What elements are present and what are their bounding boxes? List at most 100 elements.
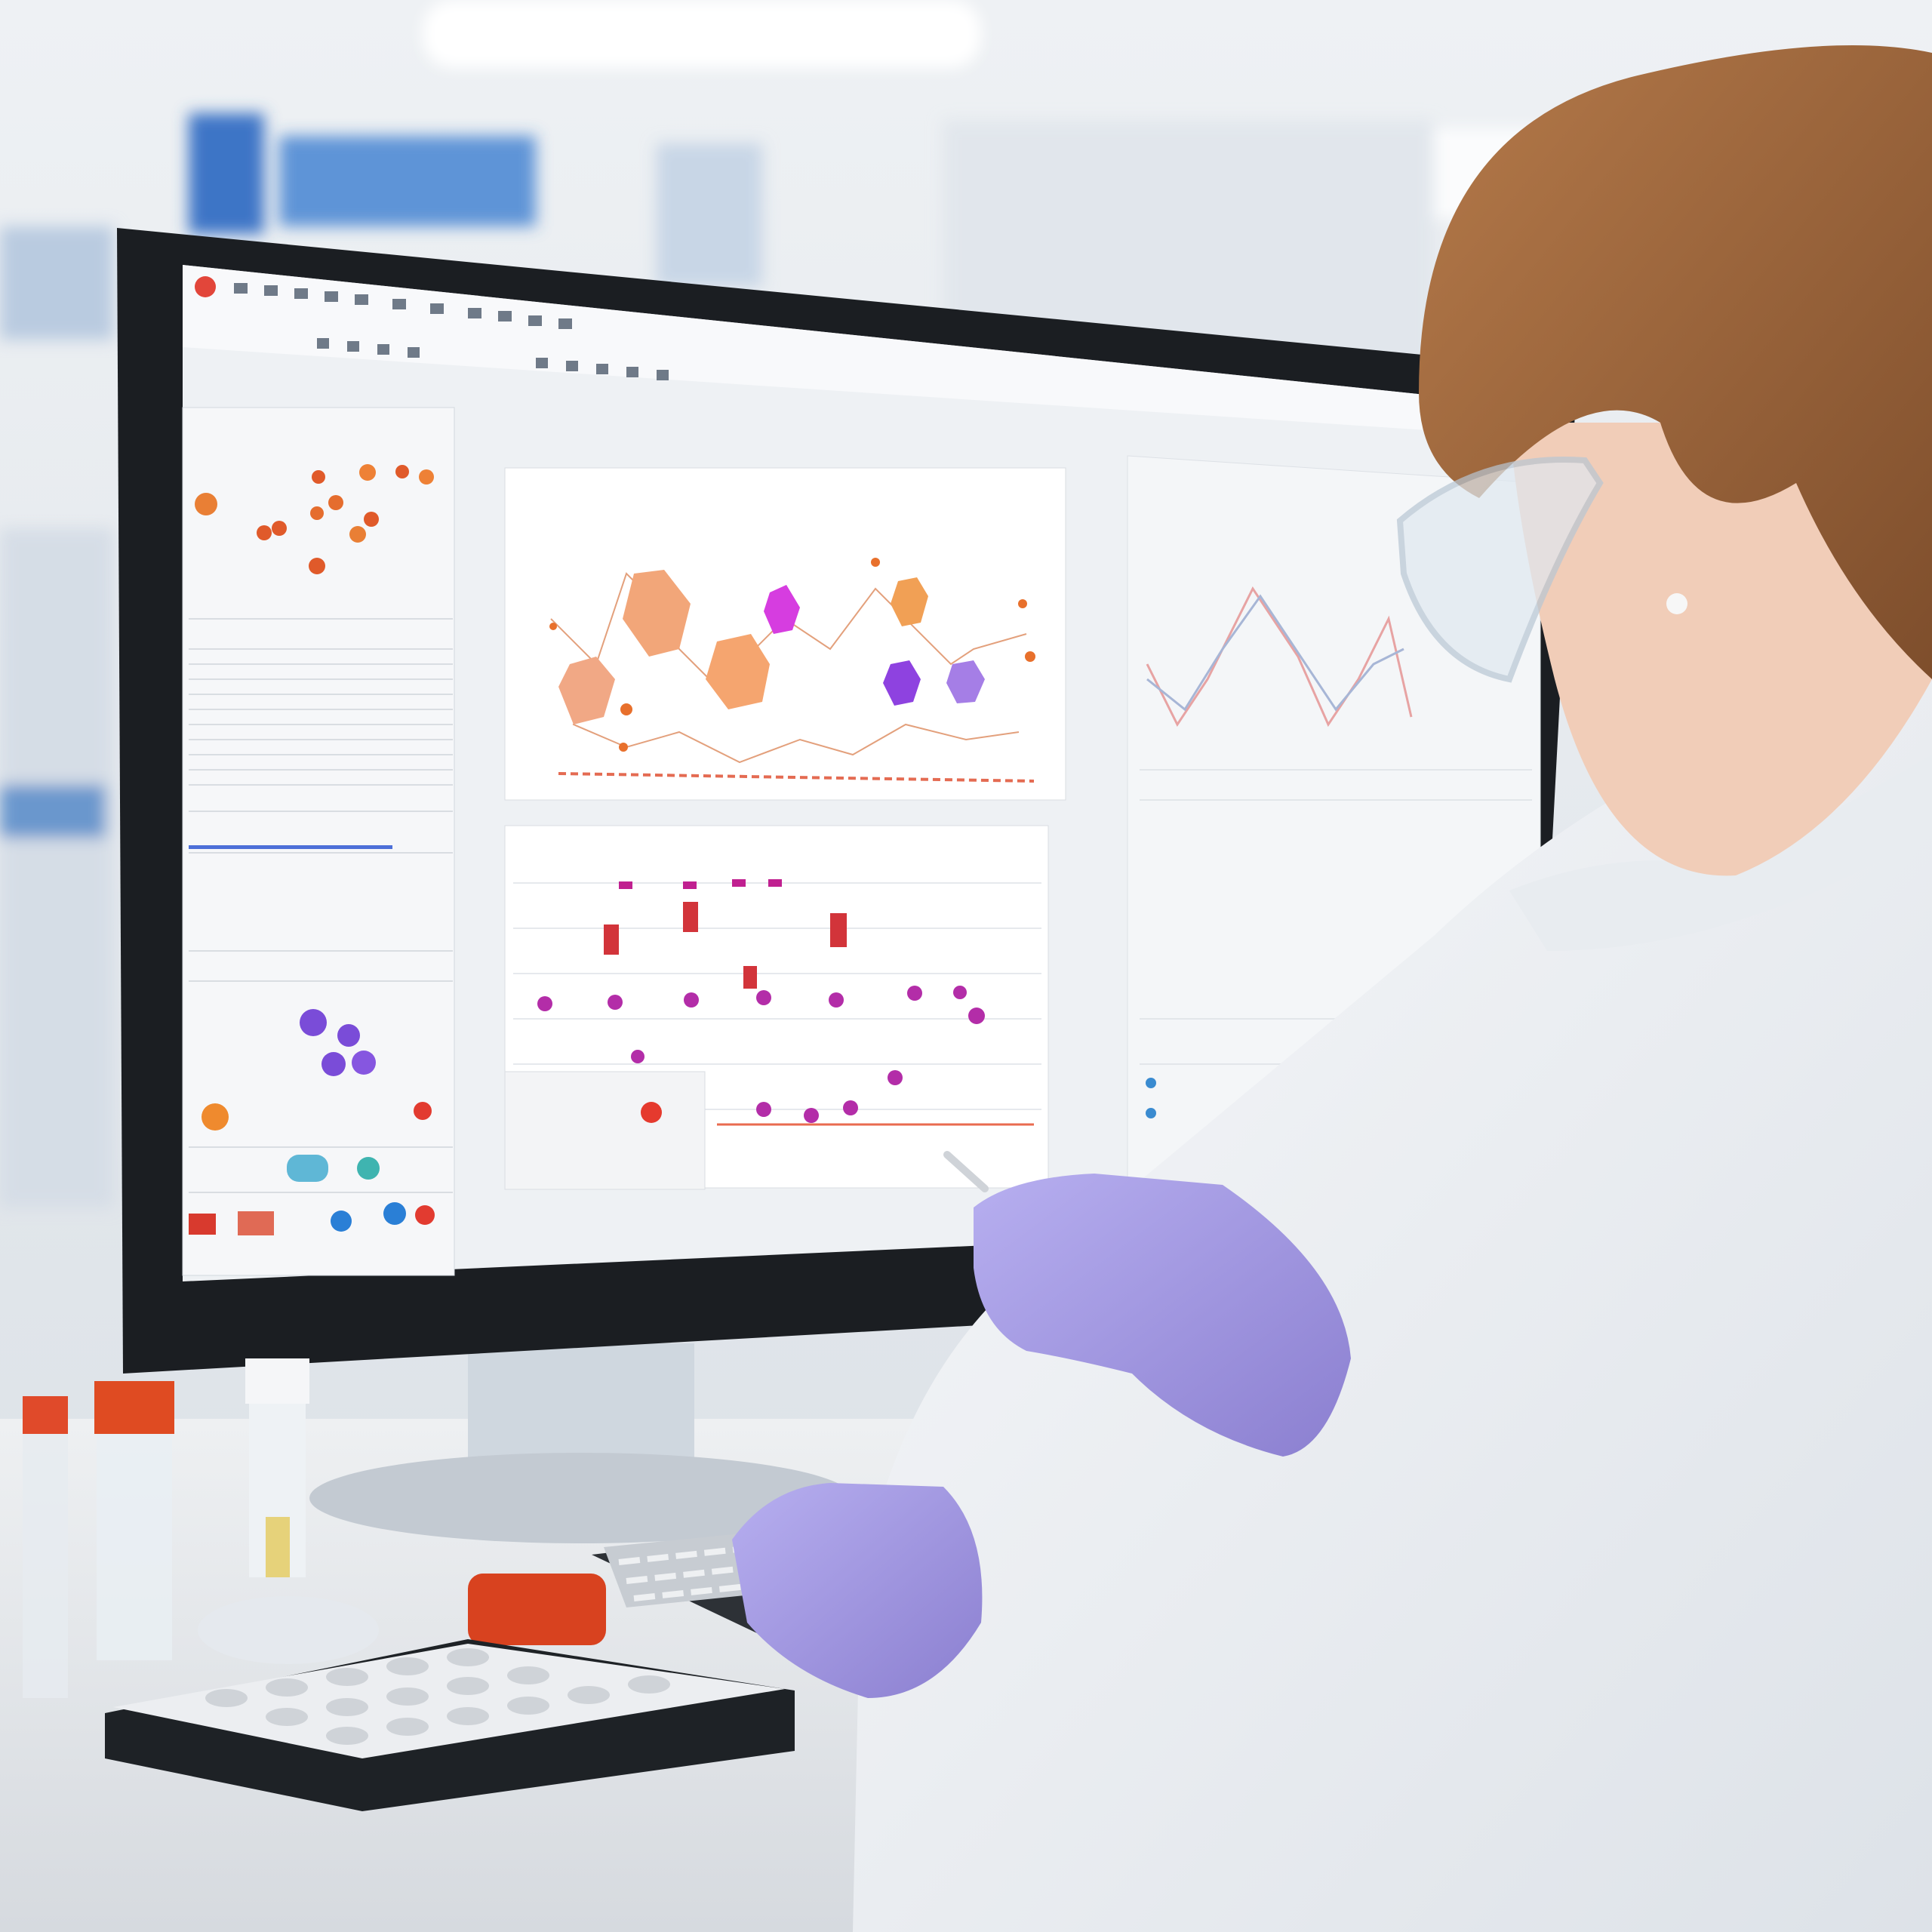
monitor-g-rect — [626, 367, 638, 377]
scatter-points — [537, 879, 985, 1123]
monitor-line — [558, 772, 1035, 783]
scatter-points-rect — [768, 879, 782, 887]
well-plate-g-ellipse — [447, 1677, 489, 1695]
left-panel-icons-circle — [357, 1157, 380, 1180]
left-panel-dots-circle — [419, 469, 434, 485]
scatter-points-rect — [732, 879, 746, 887]
monitor-g-rect — [264, 285, 278, 296]
background-g-rect — [0, 226, 113, 340]
well-plate-g-ellipse — [266, 1678, 308, 1697]
right-panel-chart-polyline — [1146, 594, 1404, 712]
left-panel-dots-circle — [310, 506, 324, 520]
scatter-points-rect — [683, 902, 698, 932]
left-panel-icons-circle — [202, 1103, 229, 1131]
scatter-points-rect — [830, 913, 847, 947]
stylus — [943, 1151, 989, 1192]
scientist-path — [853, 657, 1932, 1932]
monitor-g-rect — [430, 303, 444, 314]
scientist — [853, 45, 1932, 1932]
monitor-stand — [309, 1343, 853, 1543]
molecule-nodes-polygon — [623, 570, 691, 657]
well-plate-g-ellipse — [386, 1687, 429, 1706]
scatter-points-rect — [619, 881, 632, 889]
well-plate-g-ellipse — [628, 1675, 670, 1694]
molecule-nodes-circle — [619, 743, 628, 752]
monitor-g-rect — [657, 370, 669, 380]
left-panel-dots-circle — [364, 512, 379, 527]
sample-tubes — [23, 1358, 606, 1698]
monitor-g-rect — [392, 299, 406, 309]
molecule-nodes-circle — [549, 623, 557, 630]
scatter-points-rect — [743, 966, 757, 989]
molecule-nodes-circle — [1025, 651, 1035, 662]
background-g-rect — [657, 143, 762, 287]
monitor-g — [513, 882, 1041, 1110]
left-panel-icons — [189, 1009, 435, 1235]
molecule-nodes-polygon — [558, 657, 615, 724]
left-panel-dots-circle — [309, 558, 325, 574]
well-plate-g-ellipse — [507, 1666, 549, 1684]
molecule-nodes-circle — [1018, 599, 1027, 608]
monitor-g-rect — [408, 347, 420, 358]
sample-tubes-ellipse — [198, 1596, 379, 1664]
scatter-points-circle — [756, 1102, 771, 1117]
well-plate-g-ellipse — [326, 1727, 368, 1745]
gloved-hands-path — [732, 1483, 983, 1698]
scatter-points-circle — [631, 1050, 645, 1063]
scientist-circle — [1666, 593, 1687, 614]
monitor-g-rect — [558, 318, 572, 329]
monitor-g-rect — [566, 361, 578, 371]
monitor-g-rect — [355, 294, 368, 305]
left-panel-icons-rect — [189, 1214, 216, 1235]
monitor-g-rect — [234, 283, 248, 294]
scientist-path — [1396, 457, 1604, 683]
molecule-nodes-circle — [871, 558, 880, 567]
monitor-rect — [504, 467, 1066, 801]
molecule-graph-polyline — [550, 572, 1027, 681]
scatter-points-rect — [604, 924, 619, 955]
well-plate-g-ellipse — [326, 1668, 368, 1686]
left-panel-dots-circle — [312, 470, 325, 484]
stylus-line — [943, 1151, 989, 1192]
monitor-circle — [1146, 1108, 1156, 1118]
left-panel-icons-circle — [300, 1009, 327, 1036]
sample-tubes-rect — [94, 1381, 174, 1434]
molecule-graph-polyline — [572, 663, 1020, 764]
background-g-rect — [0, 528, 113, 1208]
left-panel-icons-circle — [331, 1211, 352, 1232]
well-plate-g-ellipse — [266, 1708, 308, 1726]
background-g-rect — [0, 785, 106, 838]
scatter-points-circle — [608, 995, 623, 1010]
molecule-nodes-polygon — [706, 634, 770, 709]
sample-tubes-rect — [23, 1396, 68, 1434]
scatter-points-circle — [968, 1008, 985, 1024]
monitor-g-rect — [596, 364, 608, 374]
molecule-nodes-polygon — [891, 577, 928, 626]
left-panel-icons-circle — [337, 1024, 360, 1047]
gloved-hands — [732, 1174, 1351, 1698]
background-g-rect — [189, 113, 264, 234]
left-panel-icons-circle — [415, 1205, 435, 1225]
well-plate-g-ellipse — [447, 1707, 489, 1725]
monitor-stand-ellipse — [309, 1453, 853, 1543]
sample-tubes-rect — [97, 1411, 172, 1660]
well-plate-g-ellipse — [568, 1686, 610, 1704]
scatter-points-circle — [756, 990, 771, 1005]
molecule-nodes-polygon — [764, 585, 800, 634]
background-g-rect — [279, 136, 536, 226]
left-panel-icons-circle — [414, 1102, 432, 1120]
right-panel-chart-polyline — [1146, 586, 1413, 728]
well-plate-g-ellipse — [326, 1698, 368, 1716]
monitor — [117, 228, 1577, 1374]
monitor-polygon — [183, 265, 1540, 438]
monitor-circle — [195, 276, 216, 297]
scatter-points-circle — [888, 1070, 903, 1085]
sample-tubes-rect — [266, 1517, 290, 1577]
monitor-g-rect — [536, 358, 548, 368]
monitor-rect — [189, 845, 392, 849]
well-plate-g-ellipse — [386, 1718, 429, 1736]
well-plate-g-ellipse — [386, 1657, 429, 1675]
